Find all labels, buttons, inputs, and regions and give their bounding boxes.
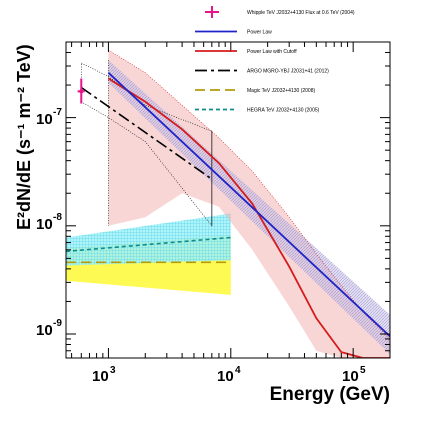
band-edge-cutoff-upper <box>108 49 390 340</box>
legend-entry-1: Power Law <box>195 30 272 36</box>
legend: Whipple TeV J2032+4130 Flux at 0.6 TeV (… <box>195 6 355 114</box>
svg-text:10: 10 <box>36 216 53 233</box>
x-tick-label-10000: 10 4 <box>217 365 241 385</box>
svg-text:-7: -7 <box>53 107 62 118</box>
svg-text:10: 10 <box>36 111 53 128</box>
svg-text:-9: -9 <box>53 318 62 329</box>
legend-label: ARGO MGRO-YBJ J2031+41 (2012) <box>247 69 329 75</box>
svg-text:10: 10 <box>342 368 359 385</box>
legend-label: HEGRA TeV J2032+4130 (2005) <box>247 108 320 114</box>
y-tick-label-1e-7: 10 -7 <box>36 107 62 128</box>
legend-entry-2: Power Law with Cutoff <box>195 49 297 55</box>
svg-text:4: 4 <box>235 365 241 376</box>
legend-entry-0: Whipple TeV J2032+4130 Flux at 0.6 TeV (… <box>205 6 355 18</box>
whipple-point <box>79 89 84 94</box>
svg-text:10: 10 <box>217 368 234 385</box>
x-axis-label: Energy (GeV) <box>270 384 390 405</box>
plot-frame <box>65 41 391 359</box>
y-tick-label-1e-8: 10 -8 <box>36 212 62 233</box>
y-axis-label: E²dN/dE (s⁻¹ m⁻² TeV) <box>14 44 34 230</box>
line-power-law-cutoff <box>107 77 390 358</box>
x-axis: 10 3 10 4 10 5 Energy (GeV) <box>92 365 390 405</box>
x-tick-label-1000: 10 3 <box>92 365 116 385</box>
legend-entry-5: HEGRA TeV J2032+4130 (2005) <box>195 108 320 114</box>
svg-text:-8: -8 <box>53 212 62 223</box>
y-tick-label-1e-9: 10 -9 <box>36 318 62 339</box>
y-axis: 10 -7 10 -8 10 -9 E²dN/dE (s⁻¹ m⁻² TeV) <box>14 44 62 339</box>
svg-text:3: 3 <box>110 365 116 376</box>
plot-area <box>65 41 391 359</box>
line-power-law <box>107 72 390 338</box>
band-hegra <box>66 213 231 266</box>
svg-text:10: 10 <box>36 322 53 339</box>
svg-text:10: 10 <box>92 368 109 385</box>
legend-entry-3: ARGO MGRO-YBJ J2031+41 (2012) <box>195 69 329 75</box>
legend-label: Power Law with Cutoff <box>247 49 297 55</box>
line-argo <box>80 86 213 180</box>
svg-text:5: 5 <box>360 365 366 376</box>
legend-entry-4: Magic TeV J2032+4130 (2008) <box>195 88 315 94</box>
band-power-law <box>108 60 390 355</box>
legend-label: Power Law <box>247 30 272 36</box>
legend-label: Magic TeV J2032+4130 (2008) <box>247 88 315 94</box>
legend-label: Whipple TeV J2032+4130 Flux at 0.6 TeV (… <box>247 10 355 16</box>
x-tick-label-100000: 10 5 <box>342 365 366 385</box>
